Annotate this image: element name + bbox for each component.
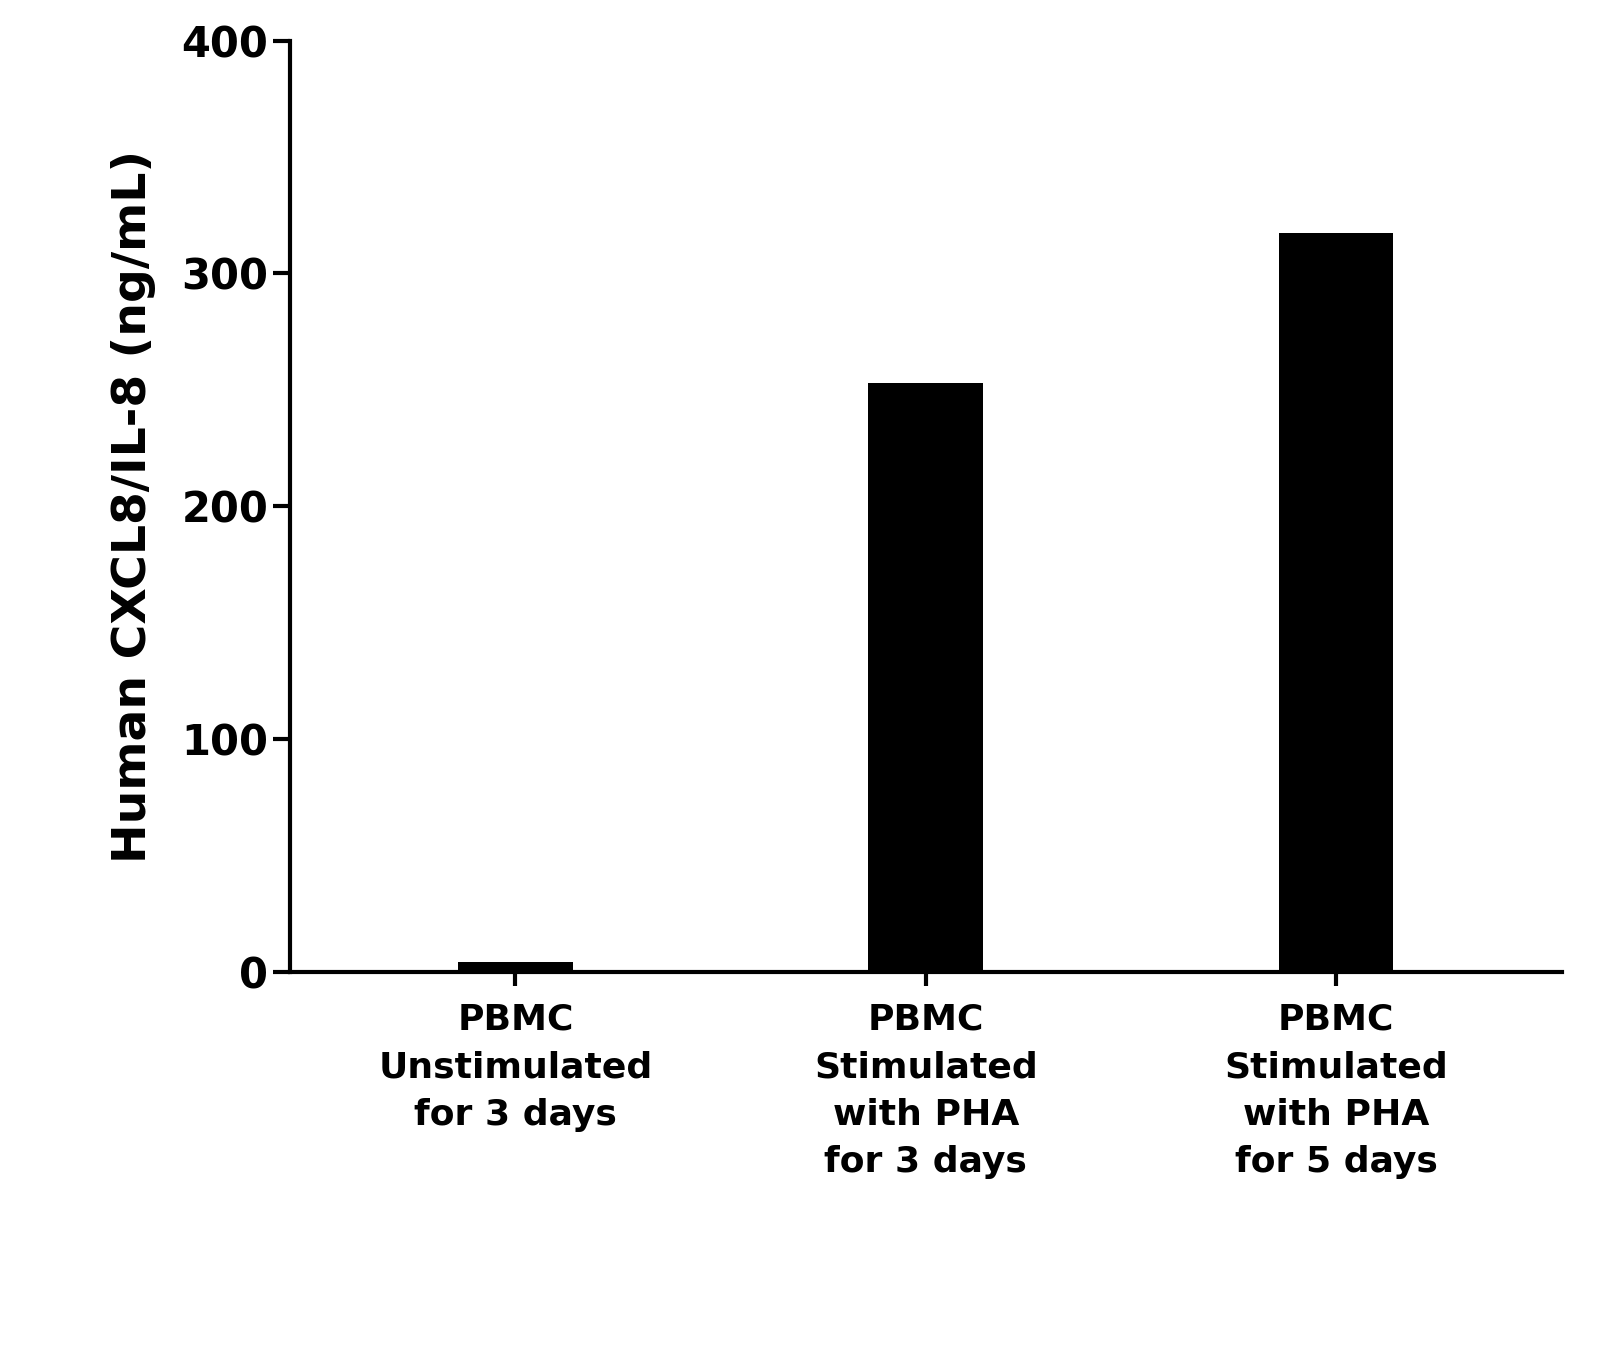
Y-axis label: Human CXCL8/IL-8 (ng/mL): Human CXCL8/IL-8 (ng/mL) [111, 150, 156, 863]
Bar [1278, 234, 1394, 972]
Bar [868, 383, 984, 972]
Bar [457, 961, 573, 972]
